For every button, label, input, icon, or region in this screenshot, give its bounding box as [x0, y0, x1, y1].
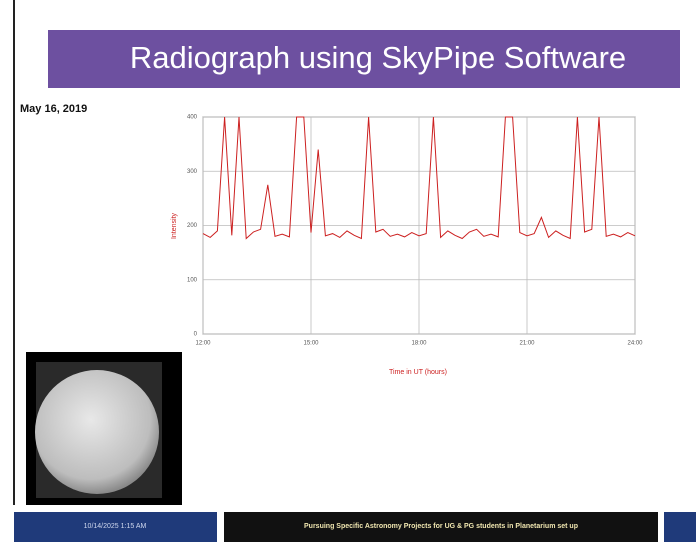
slide-title: Radiograph using SkyPipe Software — [130, 40, 626, 75]
x-tick-label: 21:00 — [519, 341, 535, 347]
x-tick-label: 24:00 — [627, 341, 643, 347]
footer-number-bar — [664, 512, 696, 542]
footer-date: 10/14/2025 1:15 AM — [84, 523, 147, 530]
footer-date-bar — [14, 512, 217, 542]
y-tick-label: 400 — [187, 115, 198, 121]
y-tick-label: 100 — [187, 277, 198, 283]
y-tick-label: 300 — [187, 169, 198, 175]
x-tick-label: 18:00 — [411, 341, 427, 347]
x-tick-label: 12:00 — [195, 341, 211, 347]
sun-disk — [35, 370, 159, 494]
y-axis-label: Intensity — [171, 212, 178, 239]
y-tick-label: 200 — [187, 223, 198, 229]
y-tick-label: 0 — [194, 332, 198, 338]
footer-caption: Pursuing Specific Astronomy Projects for… — [304, 523, 578, 530]
title-banner — [48, 30, 680, 88]
footer-caption-bar — [224, 512, 658, 542]
data-line — [202, 116, 636, 240]
x-axis-label: Time in UT (hours) — [389, 369, 447, 376]
x-tick-label: 15:00 — [303, 341, 319, 347]
slide-date: May 16, 2019 — [20, 103, 87, 115]
